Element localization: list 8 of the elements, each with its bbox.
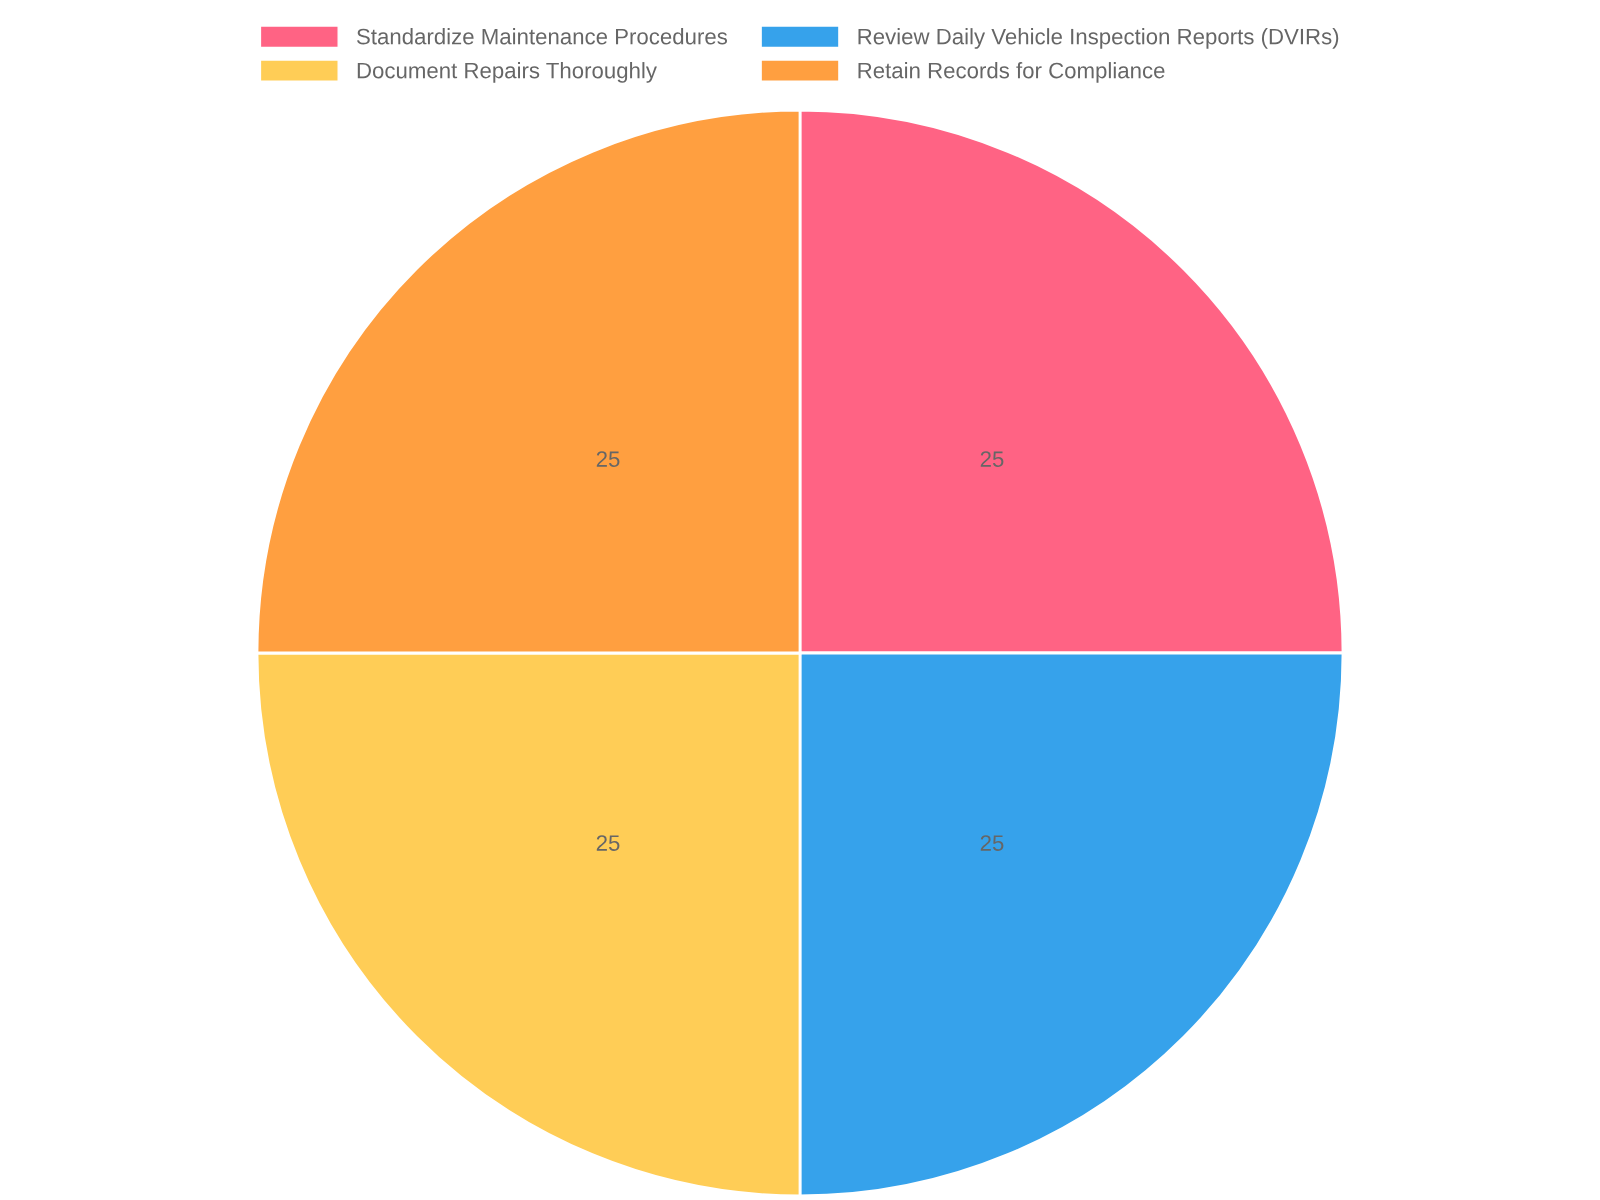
data-label: 25 [596, 835, 620, 851]
legend-label: Standardize Maintenance Procedures [357, 28, 728, 45]
legend-label: Review Daily Vehicle Inspection Reports (DVIRs) [858, 28, 1339, 49]
legend-label: Document Repairs Thoroughly [357, 62, 657, 83]
data-label: 25 [596, 451, 620, 467]
legend-label: Retain Records for Compliance [858, 62, 1165, 83]
data-label: 25 [980, 835, 1004, 851]
data-label: 25 [980, 451, 1004, 467]
